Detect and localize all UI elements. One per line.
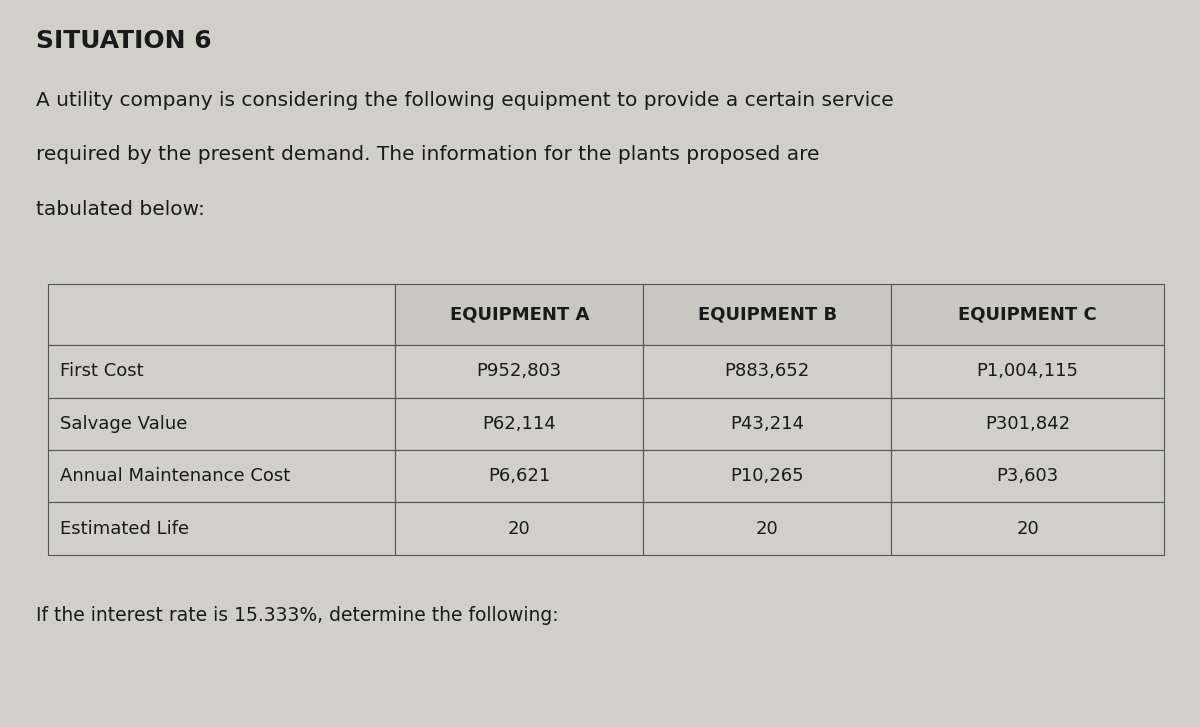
Bar — [395, 502, 643, 555]
Text: Salvage Value: Salvage Value — [60, 415, 187, 433]
Text: tabulated below:: tabulated below: — [36, 200, 205, 219]
Text: P3,603: P3,603 — [996, 467, 1058, 485]
Bar — [643, 502, 892, 555]
Bar — [643, 450, 892, 502]
Text: A utility company is considering the following equipment to provide a certain se: A utility company is considering the fol… — [36, 91, 894, 110]
Bar — [395, 398, 643, 450]
Bar — [395, 284, 643, 345]
Text: 20: 20 — [508, 520, 530, 537]
Bar — [48, 502, 395, 555]
Bar — [892, 284, 1164, 345]
Bar — [48, 284, 395, 345]
Bar — [643, 284, 892, 345]
Bar — [892, 398, 1164, 450]
Bar — [48, 345, 395, 398]
Bar — [643, 345, 892, 398]
Bar — [892, 345, 1164, 398]
Bar — [395, 345, 643, 398]
Text: First Cost: First Cost — [60, 363, 144, 380]
Text: EQUIPMENT C: EQUIPMENT C — [959, 305, 1097, 324]
Text: P301,842: P301,842 — [985, 415, 1070, 433]
Text: Annual Maintenance Cost: Annual Maintenance Cost — [60, 467, 290, 485]
Text: required by the present demand. The information for the plants proposed are: required by the present demand. The info… — [36, 145, 820, 164]
Text: P952,803: P952,803 — [476, 363, 562, 380]
Bar — [48, 398, 395, 450]
Text: Estimated Life: Estimated Life — [60, 520, 190, 537]
Text: P43,214: P43,214 — [730, 415, 804, 433]
Text: 20: 20 — [756, 520, 779, 537]
Text: P1,004,115: P1,004,115 — [977, 363, 1079, 380]
Bar — [395, 450, 643, 502]
Text: If the interest rate is 15.333%, determine the following:: If the interest rate is 15.333%, determi… — [36, 606, 559, 624]
Text: P883,652: P883,652 — [725, 363, 810, 380]
Text: EQUIPMENT A: EQUIPMENT A — [450, 305, 589, 324]
Bar — [48, 450, 395, 502]
Text: P62,114: P62,114 — [482, 415, 556, 433]
Bar — [892, 502, 1164, 555]
Text: 20: 20 — [1016, 520, 1039, 537]
Bar — [643, 398, 892, 450]
Text: P6,621: P6,621 — [488, 467, 551, 485]
Text: EQUIPMENT B: EQUIPMENT B — [697, 305, 836, 324]
Bar — [892, 450, 1164, 502]
Text: P10,265: P10,265 — [731, 467, 804, 485]
Text: SITUATION 6: SITUATION 6 — [36, 29, 211, 53]
